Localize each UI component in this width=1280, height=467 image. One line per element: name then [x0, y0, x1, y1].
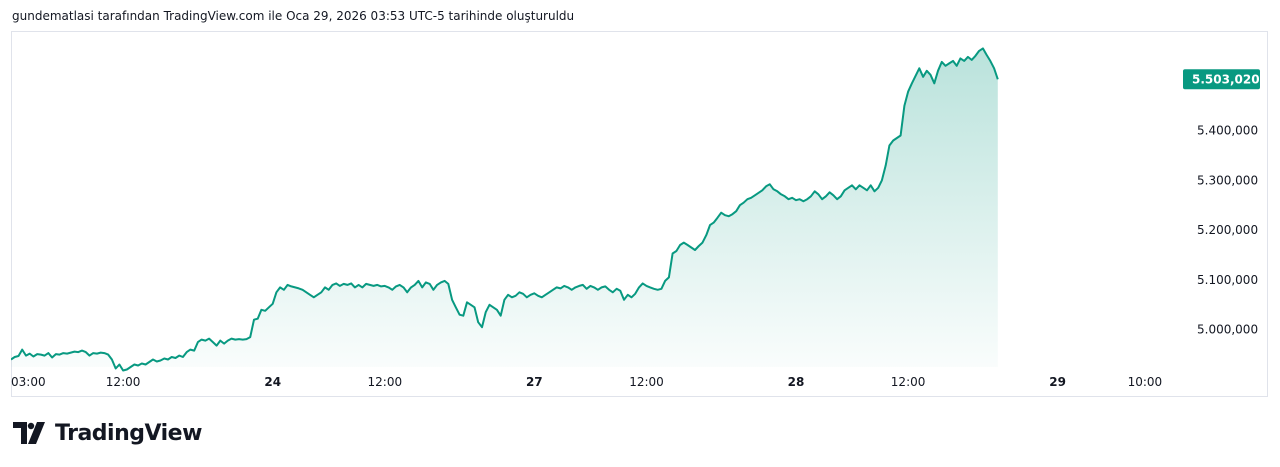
chart-area[interactable]: 5.400,000 5.300,000 5.200,000 5.100,000 5.00…: [11, 31, 1268, 397]
price-line: [11, 47, 999, 372]
x-tick-label: 24: [264, 375, 281, 389]
current-price-badge: [1183, 69, 1260, 90]
chart-frame-border: [11, 31, 1268, 397]
price-area-fill: [11, 48, 998, 371]
x-tick-label: 28: [788, 375, 805, 389]
x-tick-label: 27: [526, 375, 543, 389]
y-tick-label: 5.100,000: [1197, 273, 1258, 287]
x-tick-label: 03:00: [11, 375, 46, 389]
y-tick-label: 5.300,000: [1197, 173, 1258, 187]
x-tick-label: 12:00: [891, 375, 926, 389]
current-price-label: 5.503,020: [1192, 72, 1260, 86]
tradingview-logo-icon: [13, 422, 45, 444]
price-chart[interactable]: 5.400,000 5.300,000 5.200,000 5.100,000 5.00…: [11, 31, 1268, 397]
x-tick-label: 12:00: [368, 375, 403, 389]
tradingview-wordmark: TradingView: [55, 420, 202, 446]
x-tick-label: 29: [1049, 375, 1066, 389]
tradingview-logo: TradingView: [13, 418, 202, 448]
y-tick-label: 5.400,000: [1197, 124, 1258, 138]
x-tick-label: 12:00: [106, 375, 141, 389]
chart-caption: gundematlasi tarafından TradingView.com …: [12, 9, 575, 23]
y-tick-label: 5.200,000: [1197, 223, 1258, 237]
x-tick-label: 12:00: [629, 375, 664, 389]
x-tick-label: 10:00: [1128, 375, 1163, 389]
y-tick-label: 5.000,000: [1197, 323, 1258, 337]
